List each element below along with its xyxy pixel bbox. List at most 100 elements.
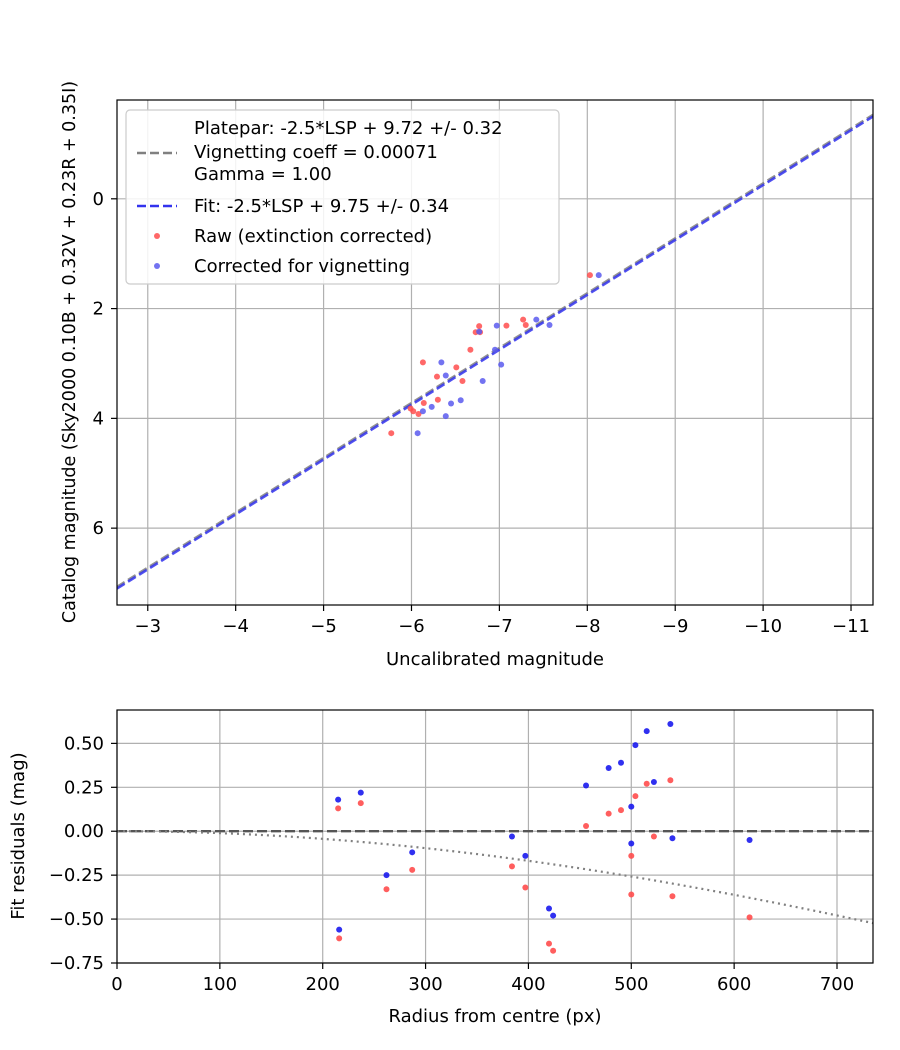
residual-corrected-point xyxy=(669,835,676,842)
residual-raw-point xyxy=(669,893,676,900)
corrected-point xyxy=(533,316,540,323)
bottom-y-axis-label: Fit residuals (mag) xyxy=(8,752,29,919)
bottom-reference-lines xyxy=(117,830,873,925)
residual-raw-point xyxy=(383,886,390,893)
corrected-point xyxy=(442,413,449,420)
top-x-tick-label: −7 xyxy=(486,616,513,637)
residual-raw-point xyxy=(632,793,639,800)
legend-entry-text: Platepar: -2.5*LSP + 9.72 +/- 0.32 xyxy=(194,118,503,139)
top-x-axis-label: Uncalibrated magnitude xyxy=(386,649,604,670)
top-y-tick-label: 2 xyxy=(93,299,104,320)
residual-raw-point xyxy=(336,935,343,942)
raw-point xyxy=(453,364,460,371)
residual-corrected-point xyxy=(650,779,657,786)
bottom-x-tick-label: 500 xyxy=(614,974,648,995)
residual-raw-point xyxy=(583,822,590,829)
residual-corrected-point xyxy=(546,905,552,912)
raw-point xyxy=(388,430,395,437)
residual-raw-point xyxy=(357,800,364,807)
corrected-point xyxy=(498,361,505,368)
raw-point xyxy=(586,272,593,279)
residual-raw-point xyxy=(605,810,612,817)
top-y-tick-label: 0 xyxy=(93,189,104,210)
bottom-x-tick-label: 600 xyxy=(717,974,751,995)
residual-raw-point xyxy=(650,833,657,840)
top-legend: Platepar: -2.5*LSP + 9.72 +/- 0.32 Vignet… xyxy=(125,109,560,285)
top-x-tick-label: −11 xyxy=(832,616,870,637)
corrected-point xyxy=(442,372,449,379)
bottom-x-tick-label: 0 xyxy=(111,974,122,995)
bottom-y-tick-label: 0.00 xyxy=(64,821,104,842)
raw-point xyxy=(434,396,441,403)
corrected-point xyxy=(595,272,602,279)
bottom-x-tick-label: 300 xyxy=(408,974,442,995)
residual-corrected-point xyxy=(357,789,364,796)
residual-corrected-point xyxy=(335,796,342,803)
residual-corrected-point xyxy=(643,728,650,735)
residual-raw-point xyxy=(335,805,342,812)
bottom-y-tick-label: 0.25 xyxy=(64,777,104,798)
bottom-x-axis-label: Radius from centre (px) xyxy=(388,1006,601,1027)
corrected-point xyxy=(448,400,455,407)
residual-raw-point xyxy=(508,863,515,870)
residual-raw-point xyxy=(546,940,552,947)
residual-corrected-point xyxy=(628,840,635,847)
raw-point xyxy=(459,378,466,385)
residual-raw-point xyxy=(550,947,557,954)
residuals-chart: 0 100 200 300 400 500 600 700 0.50 0.25 0.00 −0.25 −… xyxy=(8,709,874,1027)
corrected-point xyxy=(546,322,553,329)
residual-raw-point xyxy=(522,884,529,891)
bottom-x-tick-label: 200 xyxy=(306,974,340,995)
bottom-x-tick-label: 700 xyxy=(820,974,854,995)
corrected-point xyxy=(479,378,486,385)
corrected-point xyxy=(493,322,500,329)
legend-entry-text: Raw (extinction corrected) xyxy=(194,226,432,247)
corrected-point xyxy=(438,359,445,366)
raw-point xyxy=(522,322,529,329)
top-y-tick-label: 4 xyxy=(93,408,104,429)
residual-raw-point xyxy=(628,891,635,898)
residual-corrected-point xyxy=(508,833,515,840)
raw-point xyxy=(503,322,510,329)
bottom-y-tick-label: 0.50 xyxy=(64,733,104,754)
raw-point xyxy=(467,346,474,353)
raw-point xyxy=(419,359,426,366)
corrected-point xyxy=(428,403,435,410)
residual-raw-point xyxy=(746,914,753,921)
vignetting-model-curve xyxy=(117,830,873,925)
residual-corrected-point xyxy=(336,926,343,933)
legend-box xyxy=(125,109,560,285)
top-x-tick-label: −9 xyxy=(662,616,689,637)
corrected-point xyxy=(492,346,498,353)
raw-point xyxy=(433,373,440,380)
bottom-plot-frame xyxy=(116,709,874,964)
bottom-x-tick-label: 100 xyxy=(203,974,237,995)
residual-raw-point xyxy=(667,777,674,784)
residual-corrected-point xyxy=(383,872,390,879)
bottom-y-tick-label: −0.25 xyxy=(49,865,104,886)
raw-point xyxy=(520,316,527,323)
top-x-tick-label: −5 xyxy=(310,616,337,637)
top-x-tick-label: −3 xyxy=(134,616,161,637)
corrected-point xyxy=(419,408,426,415)
raw-point xyxy=(410,408,417,415)
magnitude-calibration-chart: −3 −4 −5 −6 −7 −8 −9 −10 −11 0 2 4 6 Uncalibrated ma… xyxy=(60,81,874,670)
residual-raw-point xyxy=(643,780,650,787)
legend-entry-text: Corrected for vignetting xyxy=(194,256,410,277)
top-x-tick-label: −10 xyxy=(744,616,782,637)
top-axis-ticks: −3 −4 −5 −6 −7 −8 −9 −10 −11 0 2 4 6 xyxy=(93,189,870,637)
legend-entry-text: Gamma = 1.00 xyxy=(194,164,332,185)
corrected-point xyxy=(457,397,464,404)
residual-corrected-point xyxy=(522,852,529,859)
bottom-axis-ticks: 0 100 200 300 400 500 600 700 0.50 0.25 0.00 −0.25 −… xyxy=(49,733,854,995)
residual-raw-point xyxy=(628,852,635,859)
residual-corrected-point xyxy=(618,759,624,766)
legend-entry-text: Fit: -2.5*LSP + 9.75 +/- 0.34 xyxy=(194,196,449,217)
top-plot-frame xyxy=(116,99,874,606)
top-x-tick-label: −4 xyxy=(222,616,249,637)
residual-corrected-point xyxy=(667,721,674,728)
bottom-grid xyxy=(116,710,873,964)
corrected-point xyxy=(414,430,421,437)
residual-corrected-point xyxy=(583,782,590,789)
